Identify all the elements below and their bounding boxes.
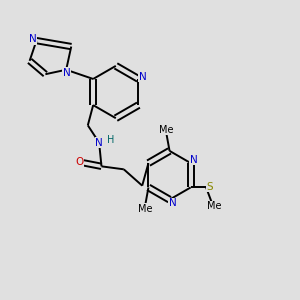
Text: S: S <box>206 182 213 192</box>
Text: N: N <box>169 198 176 208</box>
Text: Me: Me <box>138 204 152 214</box>
Text: N: N <box>29 34 37 44</box>
Text: N: N <box>95 138 103 148</box>
Text: O: O <box>75 157 84 167</box>
Text: N: N <box>190 154 197 164</box>
Text: N: N <box>139 72 146 82</box>
Text: H: H <box>107 135 114 145</box>
Text: N: N <box>63 68 71 78</box>
Text: Me: Me <box>207 202 221 212</box>
Text: Me: Me <box>159 125 174 135</box>
